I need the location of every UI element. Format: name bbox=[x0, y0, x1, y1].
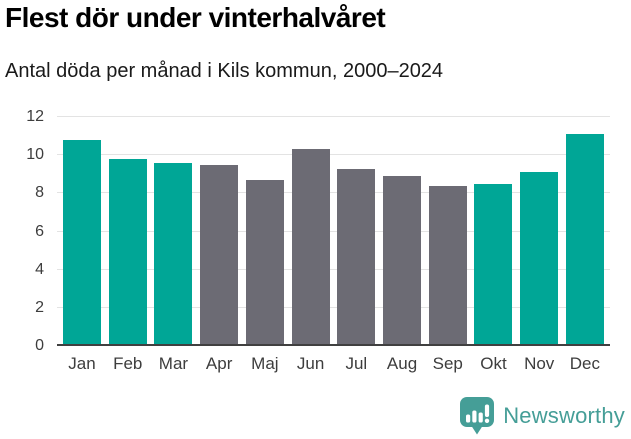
x-axis-label-sep: Sep bbox=[432, 354, 463, 373]
y-tick-label-8: 8 bbox=[35, 184, 44, 202]
y-tick-label-4: 4 bbox=[35, 260, 44, 278]
y-tick-label-2: 2 bbox=[35, 298, 44, 316]
x-axis-line bbox=[57, 344, 610, 346]
x-axis-label-jul: Jul bbox=[345, 354, 368, 373]
x-axis-label-maj: Maj bbox=[251, 354, 279, 373]
chart-title: Flest dör under vinterhalvåret bbox=[5, 2, 386, 33]
gridline bbox=[57, 268, 610, 270]
x-axis-label-aug: Aug bbox=[386, 354, 418, 373]
x-axis-label-jan: Jan bbox=[68, 354, 96, 373]
bar-feb bbox=[108, 158, 147, 346]
bar-jan bbox=[63, 139, 101, 346]
x-axis-label-jun: Jun bbox=[296, 354, 325, 373]
x-axis-label-okt: Okt bbox=[480, 354, 507, 373]
y-tick-label-12: 12 bbox=[26, 108, 44, 125]
bar-maj bbox=[245, 179, 284, 346]
bar-okt bbox=[474, 183, 513, 346]
bars-container bbox=[57, 117, 610, 346]
y-tick-label-10: 10 bbox=[26, 146, 44, 164]
bar-aug bbox=[383, 176, 422, 346]
x-axis-label-apr: Apr bbox=[205, 354, 233, 373]
gridline bbox=[57, 154, 610, 156]
gridline bbox=[57, 230, 610, 232]
x-axis-label-feb: Feb bbox=[113, 354, 143, 373]
x-axis-label-nov: Nov bbox=[524, 354, 555, 373]
y-tick-label-6: 6 bbox=[35, 222, 44, 240]
y-tick-label-0: 0 bbox=[35, 337, 44, 354]
brand-name: Newsworthy bbox=[503, 403, 625, 428]
x-axis-label-dec: Dec bbox=[569, 354, 601, 373]
x-axis-label-mar: Mar bbox=[158, 354, 189, 373]
chart-plot-wrap: 0 2 4 6 8 10 12 bbox=[0, 109, 631, 354]
plot-area bbox=[57, 116, 610, 346]
bar-dec bbox=[565, 134, 604, 346]
x-axis-labels: Jan Feb Mar Apr Maj Jun Jul Aug Sep Okt Nov Dec bbox=[57, 354, 610, 374]
bar-jul bbox=[337, 168, 376, 346]
gridline bbox=[57, 116, 610, 117]
bar-nov bbox=[520, 172, 559, 346]
y-axis-labels: 0 2 4 6 8 10 12 bbox=[0, 109, 44, 354]
bar-mar bbox=[154, 162, 193, 346]
bar-chart-speech-bubble-icon bbox=[460, 397, 495, 435]
bar-apr bbox=[200, 164, 239, 346]
chart-subtitle: Antal döda per månad i Kils kommun, 2000… bbox=[5, 60, 444, 82]
bar-jun bbox=[291, 149, 330, 346]
gridline bbox=[57, 192, 610, 194]
gridline bbox=[57, 306, 610, 308]
bar-sep bbox=[428, 185, 467, 346]
brand-footer: Newsworthy bbox=[459, 396, 625, 436]
